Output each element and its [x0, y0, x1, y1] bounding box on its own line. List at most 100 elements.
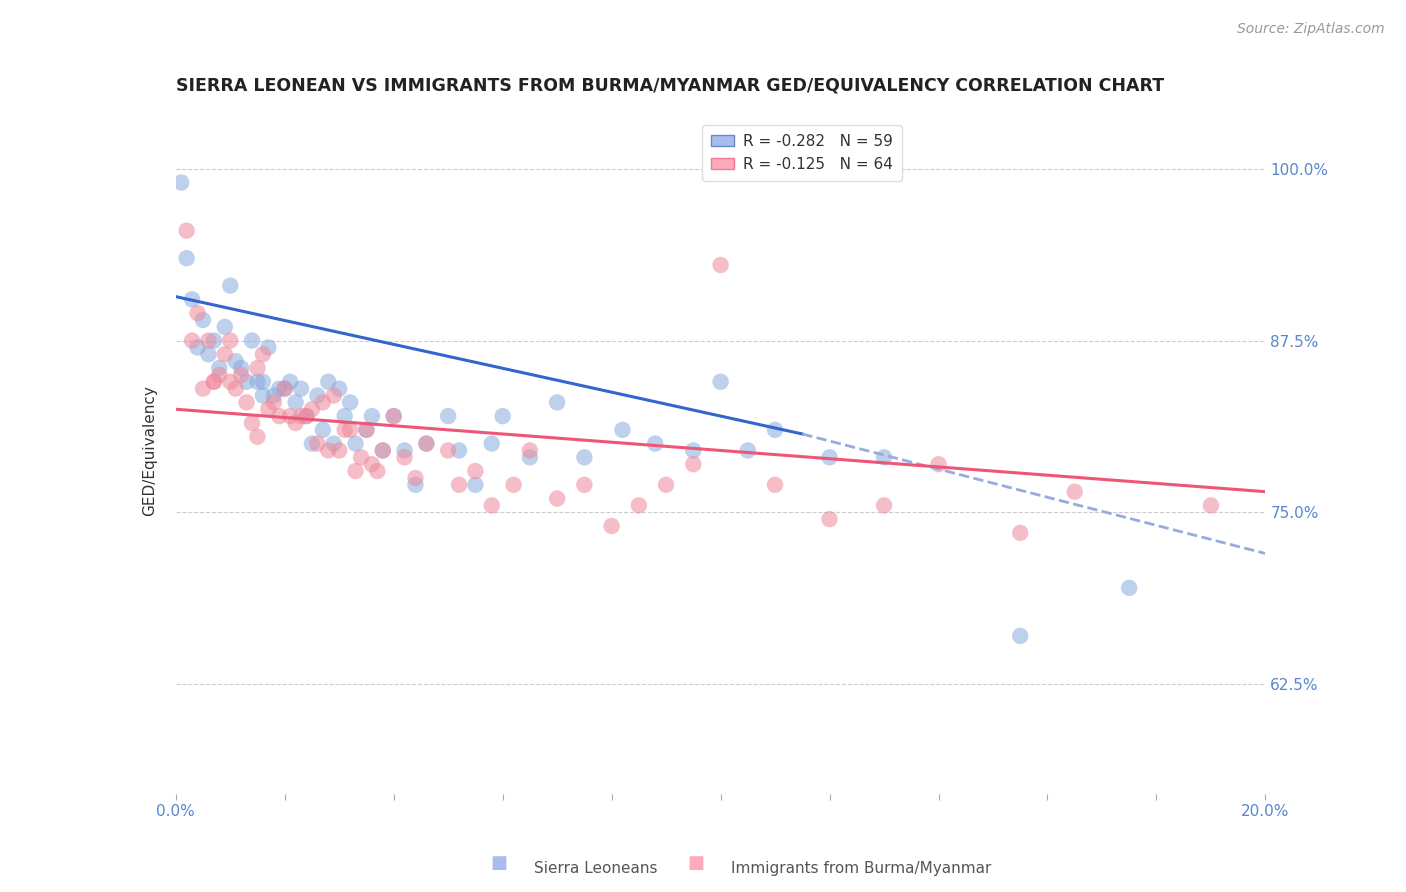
Point	[574, 478, 596, 492]
Point	[322, 436, 344, 450]
Point	[225, 354, 247, 368]
Point	[437, 443, 460, 458]
Point	[447, 478, 470, 492]
Point	[278, 409, 301, 424]
Point	[246, 375, 269, 389]
Point	[257, 402, 280, 417]
Point	[382, 409, 405, 424]
Point	[181, 334, 204, 348]
Point	[447, 443, 470, 458]
Point	[274, 382, 297, 396]
Point	[1063, 484, 1085, 499]
Point	[170, 176, 193, 190]
Point	[644, 436, 666, 450]
Point	[344, 436, 367, 450]
Point	[274, 382, 297, 396]
Point	[278, 375, 301, 389]
Point	[284, 395, 307, 409]
Text: SIERRA LEONEAN VS IMMIGRANTS FROM BURMA/MYANMAR GED/EQUIVALENCY CORRELATION CHAR: SIERRA LEONEAN VS IMMIGRANTS FROM BURMA/…	[176, 77, 1164, 95]
Point	[263, 388, 285, 402]
Point	[328, 443, 350, 458]
Point	[219, 334, 242, 348]
Point	[181, 293, 204, 307]
Point	[405, 478, 427, 492]
Point	[382, 409, 405, 424]
Point	[252, 388, 274, 402]
Point	[350, 450, 373, 465]
Point	[318, 375, 340, 389]
Point	[214, 347, 236, 361]
Point	[328, 382, 350, 396]
Point	[202, 375, 225, 389]
Point	[655, 478, 678, 492]
Point	[312, 423, 335, 437]
Point	[307, 388, 329, 402]
Point	[339, 423, 361, 437]
Point	[394, 450, 416, 465]
Point	[322, 388, 344, 402]
Legend: R = -0.282   N = 59, R = -0.125   N = 64: R = -0.282 N = 59, R = -0.125 N = 64	[702, 125, 903, 181]
Point	[464, 478, 486, 492]
Point	[682, 443, 704, 458]
Point	[231, 368, 253, 382]
Point	[627, 499, 650, 513]
Point	[394, 443, 416, 458]
Point	[246, 430, 269, 444]
Point	[252, 375, 274, 389]
Point	[257, 341, 280, 355]
Point	[290, 382, 312, 396]
Point	[202, 375, 225, 389]
Point	[202, 334, 225, 348]
Point	[356, 423, 378, 437]
Point	[415, 436, 437, 450]
Point	[366, 464, 388, 478]
Point	[290, 409, 312, 424]
Point	[873, 450, 896, 465]
Point	[246, 361, 269, 376]
Point	[519, 450, 541, 465]
Point	[197, 334, 219, 348]
Point	[492, 409, 515, 424]
Point	[318, 443, 340, 458]
Point	[574, 450, 596, 465]
Point	[371, 443, 394, 458]
Point	[464, 464, 486, 478]
Point	[546, 395, 568, 409]
Point	[186, 341, 209, 355]
Point	[219, 278, 242, 293]
Point	[191, 313, 214, 327]
Point	[481, 499, 503, 513]
Point	[312, 395, 335, 409]
Point	[214, 319, 236, 334]
Text: Immigrants from Burma/Myanmar: Immigrants from Burma/Myanmar	[731, 861, 991, 876]
Point	[818, 450, 841, 465]
Point	[710, 375, 733, 389]
Point	[873, 499, 896, 513]
Point	[176, 251, 198, 265]
Point	[240, 334, 263, 348]
Point	[737, 443, 759, 458]
Point	[1118, 581, 1140, 595]
Point	[360, 457, 382, 471]
Point	[295, 409, 318, 424]
Point	[519, 443, 541, 458]
Point	[197, 347, 219, 361]
Point	[356, 423, 378, 437]
Point	[339, 395, 361, 409]
Point	[763, 478, 786, 492]
Point	[295, 409, 318, 424]
Point	[1199, 499, 1222, 513]
Point	[263, 395, 285, 409]
Point	[612, 423, 634, 437]
Point	[818, 512, 841, 526]
Point	[176, 224, 198, 238]
Point	[284, 416, 307, 430]
Point	[682, 457, 704, 471]
Point	[252, 347, 274, 361]
Point	[437, 409, 460, 424]
Point	[546, 491, 568, 506]
Point	[301, 402, 323, 417]
Point	[1010, 629, 1032, 643]
Point	[269, 382, 291, 396]
Point	[763, 423, 786, 437]
